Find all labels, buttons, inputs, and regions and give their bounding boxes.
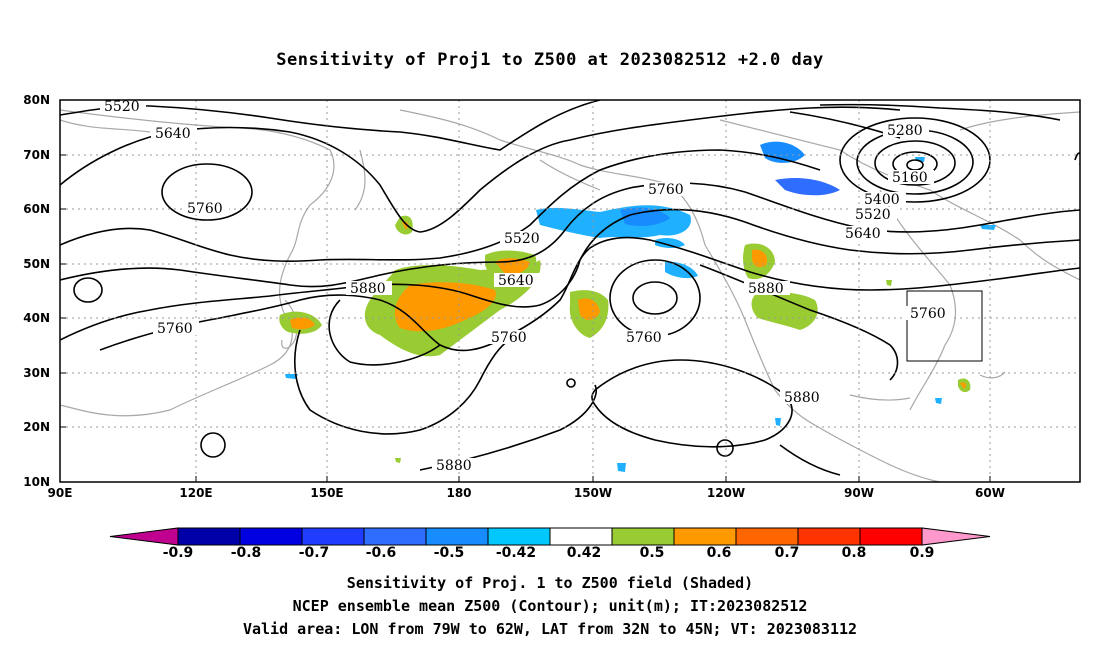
lat-label: 40N	[23, 311, 50, 325]
coastlines	[60, 109, 1080, 482]
caption-valid-area: Valid area: LON from 79W to 62W, LAT fro…	[242, 620, 858, 638]
lon-label: 150W	[574, 486, 612, 500]
contour-labels: 5520 5640 5760 5280 5160 5400 5520 5640 …	[100, 99, 952, 474]
contour-label: 5640	[155, 126, 191, 142]
colorbar-right-triangle	[921, 527, 991, 546]
colorbar-box	[425, 527, 489, 546]
plot-title: Sensitivity of Proj1 to Z500 at 20230825…	[276, 50, 824, 70]
colorbar-box	[859, 527, 923, 546]
lon-label: 90E	[48, 486, 73, 500]
colorbar-label: 0.7	[775, 545, 800, 561]
colorbar-label: -0.8	[231, 545, 262, 561]
lat-label: 80N	[23, 93, 50, 107]
colorbar-box	[673, 527, 737, 546]
colorbar-label: -0.9	[163, 545, 194, 561]
contour-label: 5880	[436, 458, 472, 474]
colorbar-box	[549, 527, 613, 546]
lon-label: 180	[446, 486, 471, 500]
colorbar-box	[177, 527, 241, 546]
colorbar-label: -0.5	[434, 545, 465, 561]
colorbar-box	[363, 527, 427, 546]
valid-area-box	[906, 290, 983, 362]
colorbar-label: 0.8	[842, 545, 867, 561]
contour-label: 5880	[748, 281, 784, 297]
contour-label: 5640	[845, 226, 881, 242]
colorbar-box	[797, 527, 861, 546]
colorbar-box	[735, 527, 799, 546]
lat-label: 60N	[23, 202, 50, 216]
colorbar-label: 0.6	[707, 545, 732, 561]
contour-label: 5520	[104, 99, 140, 115]
colorbar-label: -0.7	[299, 545, 330, 561]
caption-contour: NCEP ensemble mean Z500 (Contour); unit(…	[292, 597, 808, 615]
colorbar-box	[239, 527, 303, 546]
lat-label: 70N	[23, 148, 50, 162]
colorbar-left-triangle	[109, 527, 179, 546]
contour-label: 5280	[887, 123, 923, 139]
axis-ticks	[60, 99, 991, 483]
colorbar-label: -0.42	[496, 545, 536, 561]
map-frame	[59, 99, 1081, 483]
contour-label: 5640	[498, 273, 534, 289]
colorbar-box	[301, 527, 365, 546]
lon-label: 60W	[975, 486, 1005, 500]
contour-label: 5760	[187, 201, 223, 217]
colorbar	[109, 527, 991, 546]
lon-label: 120W	[707, 486, 745, 500]
colorbar-label: -0.6	[366, 545, 397, 561]
lon-label: 150E	[310, 486, 343, 500]
colorbar-label: 0.5	[640, 545, 665, 561]
contour-label: 5880	[350, 281, 386, 297]
contour-label: 5520	[855, 207, 891, 223]
lat-label: 10N	[23, 475, 50, 489]
lon-label: 90W	[844, 486, 874, 500]
colorbar-labels: -0.9 -0.8 -0.7 -0.6 -0.5 -0.42 0.42 0.5 …	[163, 545, 935, 561]
negative-sensitivity-shading	[285, 141, 996, 472]
longitude-labels: 90E 120E 150E 180 150W 120W 90W 60W	[48, 486, 1005, 500]
caption-shaded: Sensitivity of Proj. 1 to Z500 field (Sh…	[346, 574, 754, 592]
contour-label: 5880	[784, 390, 820, 406]
colorbar-box	[611, 527, 675, 546]
contour-label-5760: 5760	[648, 182, 684, 198]
colorbar-label: 0.9	[910, 545, 935, 561]
contour-label: 5160	[892, 170, 928, 186]
contour-label: 5400	[864, 192, 900, 208]
contour-label: 5760	[157, 321, 193, 337]
lat-label: 30N	[23, 366, 50, 380]
colorbar-box	[487, 527, 551, 546]
z500-contours	[60, 100, 1080, 476]
lon-label: 120E	[179, 486, 212, 500]
contour-label: 5760	[491, 330, 527, 346]
contour-label: 5760	[626, 330, 662, 346]
contour-label: 5520	[504, 231, 540, 247]
lat-label: 20N	[23, 420, 50, 434]
gridlines	[60, 100, 1080, 482]
lat-label: 50N	[23, 257, 50, 271]
contour-label-box: 5760	[910, 306, 946, 322]
colorbar-label: 0.42	[567, 545, 602, 561]
latitude-labels: 80N 70N 60N 50N 40N 30N 20N 10N	[23, 93, 50, 489]
